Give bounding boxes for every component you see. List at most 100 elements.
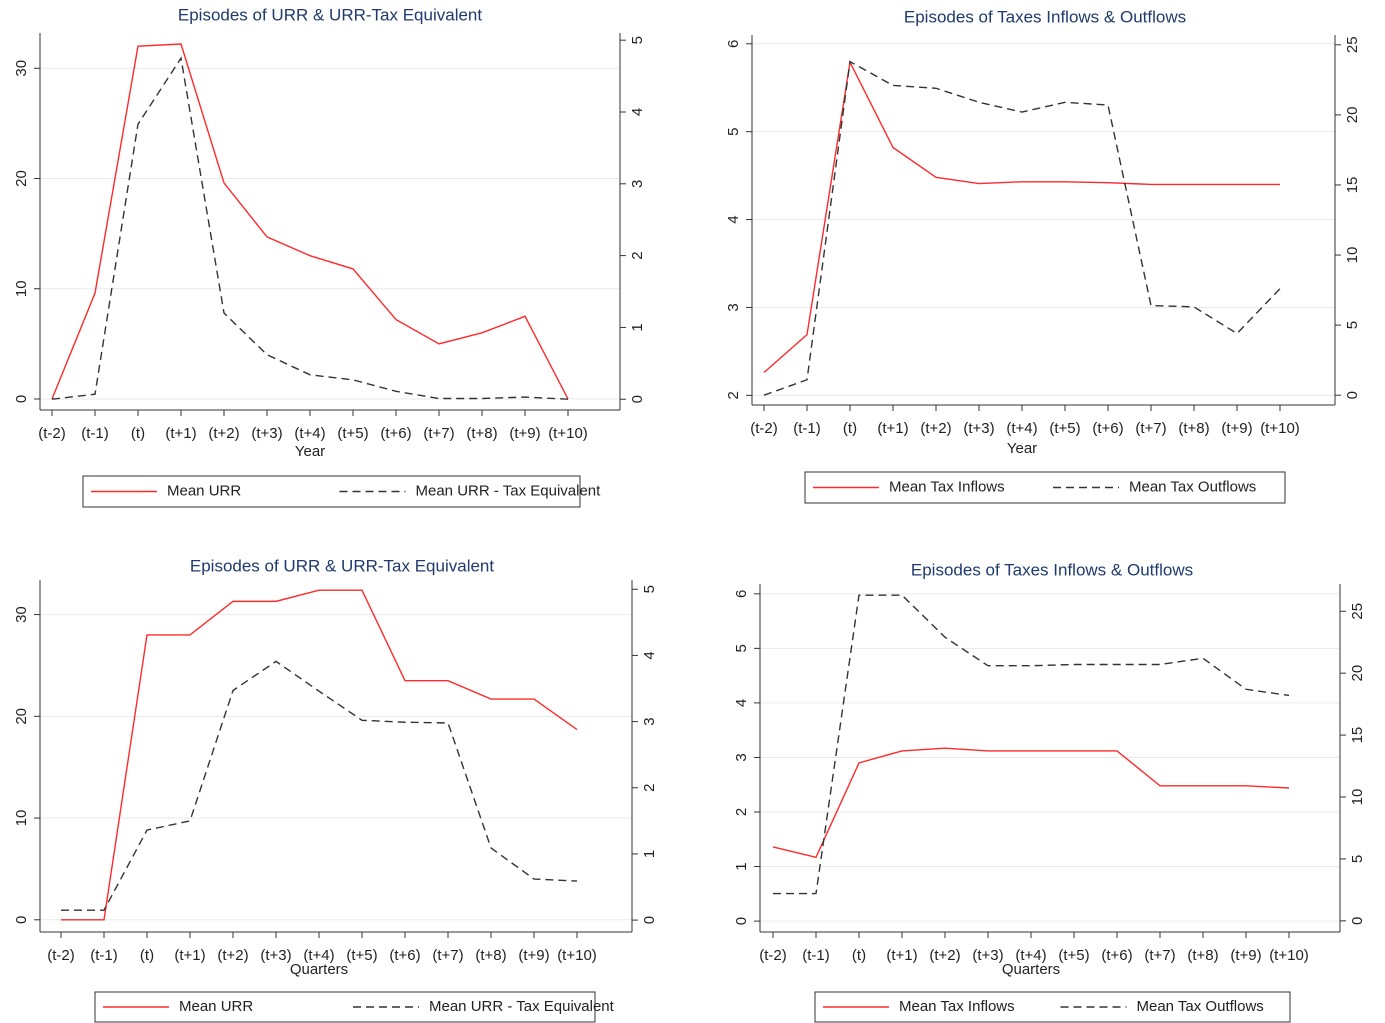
y2-tick-label: 20	[1349, 665, 1366, 682]
y2-tick-label: 5	[1349, 855, 1366, 863]
y-tick-label: 30	[13, 60, 30, 77]
x-tick-label: (t+7)	[432, 947, 463, 964]
x-tick-label: (t+5)	[346, 947, 377, 964]
y-tick-label: 2	[733, 808, 750, 816]
x-tick-label: (t)	[852, 947, 866, 964]
x-tick-label: (t+2)	[217, 947, 248, 964]
x-tick-label: (t+1)	[165, 425, 196, 442]
legend-label: Mean Tax Outflows	[1129, 478, 1256, 495]
x-tick-label: (t+9)	[1221, 420, 1252, 437]
x-tick-label: (t+4)	[1006, 420, 1037, 437]
y-tick-label: 3	[725, 303, 742, 311]
x-tick-label: (t+2)	[920, 420, 951, 437]
y-tick-label: 5	[733, 644, 750, 652]
y2-tick-label: 15	[1344, 177, 1361, 194]
y-tick-label: 20	[13, 170, 30, 187]
x-tick-label: (t+6)	[1092, 420, 1123, 437]
x-tick-label: (t+4)	[1015, 947, 1046, 964]
y2-tick-label: 5	[641, 585, 658, 593]
y2-tick-label: 3	[629, 180, 646, 188]
x-tick-label: (t+3)	[972, 947, 1003, 964]
x-tick-label: (t+7)	[1144, 947, 1175, 964]
y-tick-label: 0	[733, 917, 750, 925]
y-tick-label: 2	[725, 391, 742, 399]
y-tick-label: 5	[725, 128, 742, 136]
y-tick-label: 30	[13, 606, 30, 623]
legend-box	[804, 471, 1286, 504]
y-tick-label: 10	[13, 810, 30, 827]
y2-tick-label: 4	[629, 108, 646, 116]
y2-tick-label: 2	[629, 251, 646, 259]
x-tick-label: (t+5)	[1058, 947, 1089, 964]
x-tick-label: (t)	[131, 425, 145, 442]
x-tick-label: (t+10)	[548, 425, 588, 442]
x-tick-label: (t+8)	[475, 947, 506, 964]
y2-tick-label: 5	[1344, 321, 1361, 329]
y2-tick-label: 0	[641, 916, 658, 924]
legend-box	[94, 991, 596, 1023]
y2-tick-label: 10	[1349, 789, 1366, 806]
legend-label: Mean URR - Tax Equivalent	[416, 482, 602, 499]
y-tick-label: 6	[725, 40, 742, 48]
x-tick-label: (t+1)	[174, 947, 205, 964]
y2-tick-label: 0	[1349, 917, 1366, 925]
series-line	[61, 660, 578, 911]
x-tick-label: (t+4)	[294, 425, 325, 442]
y2-tick-label: 1	[629, 323, 646, 331]
legend-label: Mean Tax Outflows	[1137, 998, 1264, 1015]
x-tick-label: (t-2)	[38, 425, 66, 442]
y2-tick-label: 1	[641, 850, 658, 858]
series-line	[51, 56, 569, 400]
x-tick-label: (t+8)	[466, 425, 497, 442]
x-tick-label: (t+9)	[518, 947, 549, 964]
y-tick-label: 10	[13, 280, 30, 297]
y2-tick-label: 20	[1344, 107, 1361, 124]
x-tick-label: (t-1)	[90, 947, 118, 964]
y2-tick-label: 0	[1344, 391, 1361, 399]
legend-box	[82, 475, 581, 508]
y2-tick-label: 25	[1349, 603, 1366, 620]
x-tick-label: (t+3)	[963, 420, 994, 437]
x-tick-label: (t+10)	[1260, 420, 1300, 437]
x-tick-label: (t+3)	[251, 425, 282, 442]
x-tick-label: (t-2)	[47, 947, 75, 964]
x-tick-label: (t+6)	[380, 425, 411, 442]
chart-title: Episodes of URR & URR-Tax Equivalent	[190, 556, 495, 575]
chart-title: Episodes of Taxes Inflows & Outflows	[904, 7, 1186, 26]
x-tick-label: (t+6)	[1101, 947, 1132, 964]
series-line	[51, 43, 569, 400]
legend-label: Mean Tax Inflows	[889, 478, 1005, 495]
y2-tick-label: 0	[629, 395, 646, 403]
y2-tick-label: 5	[629, 36, 646, 44]
x-tick-label: (t+2)	[208, 425, 239, 442]
y-tick-label: 4	[725, 215, 742, 223]
x-tick-label: (t+10)	[1269, 947, 1309, 964]
x-tick-label: (t)	[843, 420, 857, 437]
y-tick-label: 1	[733, 862, 750, 870]
x-tick-label: (t+3)	[260, 947, 291, 964]
series-line	[773, 594, 1290, 895]
series-line	[763, 59, 1280, 374]
x-tick-label: (t+9)	[1230, 947, 1261, 964]
legend-box	[814, 991, 1291, 1023]
x-tick-label: (t+5)	[337, 425, 368, 442]
x-axis-label: Quarters	[1002, 961, 1060, 978]
x-tick-label: (t-2)	[759, 947, 787, 964]
y2-tick-label: 15	[1349, 727, 1366, 744]
x-tick-label: (t+6)	[389, 947, 420, 964]
y-tick-label: 0	[13, 916, 30, 924]
x-tick-label: (t+8)	[1187, 947, 1218, 964]
y2-tick-label: 2	[641, 784, 658, 792]
legend-label: Mean Tax Inflows	[899, 998, 1015, 1015]
series-line	[61, 589, 578, 921]
legend-label: Mean URR - Tax Equivalent	[429, 998, 615, 1015]
x-tick-label: (t+7)	[423, 425, 454, 442]
x-axis-label: Year	[1007, 440, 1037, 457]
y2-tick-label: 10	[1344, 247, 1361, 264]
y2-tick-label: 25	[1344, 36, 1361, 53]
series-line	[772, 747, 1290, 859]
y-tick-label: 0	[13, 395, 30, 403]
x-tick-label: (t+2)	[929, 947, 960, 964]
x-tick-label: (t+8)	[1178, 420, 1209, 437]
